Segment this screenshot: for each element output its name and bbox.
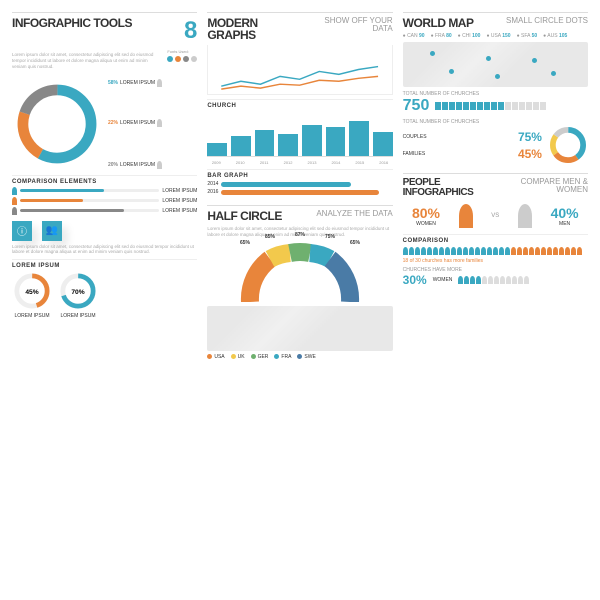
people-icon: 👥 xyxy=(42,221,62,241)
bar-row: LOREM IPSUM xyxy=(12,197,197,205)
column-3: WORLD MAPSMALL CIRCLE DOTS ● CAN 90● FRA… xyxy=(403,12,588,588)
panel-title: INFOGRAPHIC TOOLS xyxy=(12,17,132,29)
main-donut: 58%LOREM IPSUM 22%LOREM IPSUM 20%LOREM I… xyxy=(12,79,102,169)
info-icon: ⓘ xyxy=(12,221,32,241)
bar-chart xyxy=(207,112,392,157)
column-1: INFOGRAPHIC TOOLS 8 Lorem ipsum dolor si… xyxy=(12,12,197,588)
stats-donut xyxy=(548,125,588,165)
people-panel: PEOPLE INFOGRAPHICSCOMPARE MEN & WOMEN 8… xyxy=(403,173,588,287)
woman-icon xyxy=(459,204,473,228)
half-pie-chart: 65% 85% 87% 75% 65% xyxy=(240,242,360,302)
bar-row: LOREM IPSUM xyxy=(12,207,197,215)
lorem-text: Lorem ipsum dolor sit amet, consectetur … xyxy=(12,52,161,70)
man-icon xyxy=(518,204,532,228)
bar-row: LOREM IPSUM xyxy=(12,187,197,195)
line-chart xyxy=(207,45,392,95)
svg-text:70%: 70% xyxy=(71,289,84,296)
column-2: MODERN GRAPHSSHOW OFF YOUR DATA CHURCH 2… xyxy=(207,12,392,588)
half-circle-panel: HALF CIRCLEANALYZE THE DATA Lorem ipsum … xyxy=(207,205,392,363)
infographic-tools-panel: INFOGRAPHIC TOOLS 8 Lorem ipsum dolor si… xyxy=(12,12,197,319)
mini-map xyxy=(207,306,392,351)
color-dots xyxy=(167,56,197,62)
world-map xyxy=(403,42,588,87)
comparison-title: COMPARISON ELEMENTS xyxy=(12,175,197,185)
number-badge: 8 xyxy=(184,17,197,45)
modern-graphs-panel: MODERN GRAPHSSHOW OFF YOUR DATA CHURCH 2… xyxy=(207,12,392,197)
svg-text:45%: 45% xyxy=(25,289,38,296)
world-map-panel: WORLD MAPSMALL CIRCLE DOTS ● CAN 90● FRA… xyxy=(403,12,588,165)
